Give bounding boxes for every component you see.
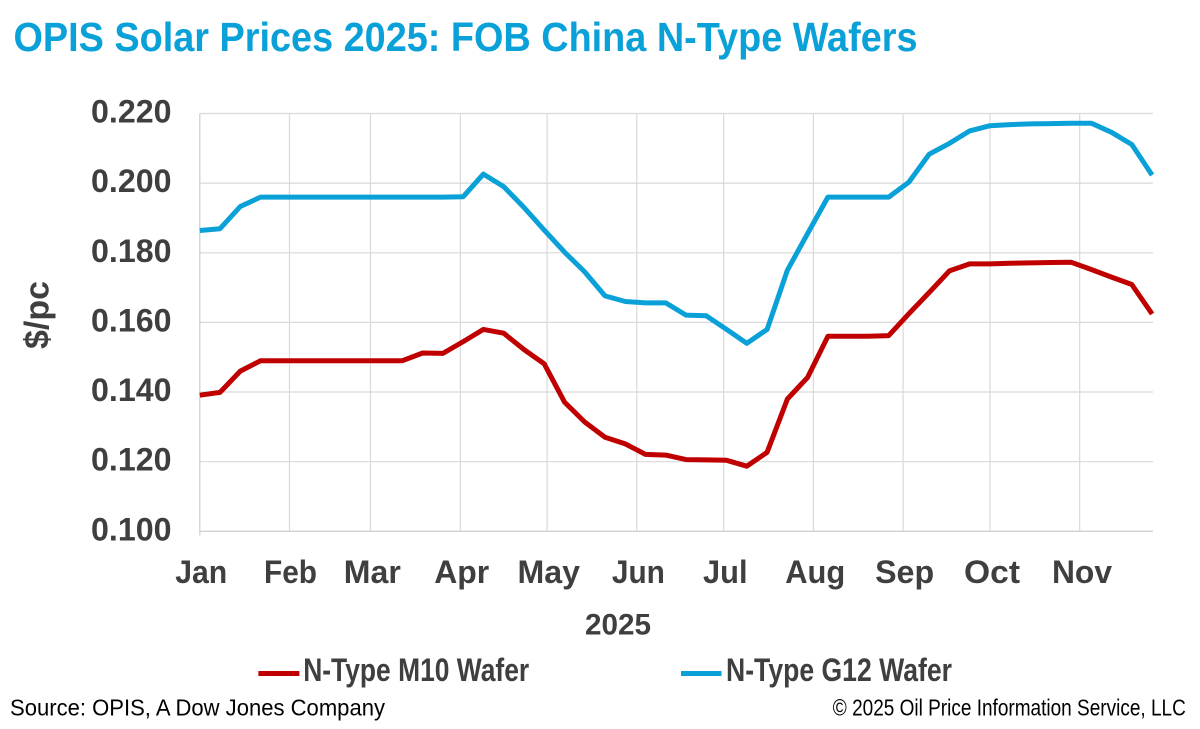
svg-text:N-Type G12 Wafer: N-Type G12 Wafer	[726, 652, 952, 688]
svg-text:N-Type M10 Wafer: N-Type M10 Wafer	[303, 652, 529, 688]
svg-text:Apr: Apr	[434, 554, 489, 590]
svg-text:Jun: Jun	[612, 554, 665, 590]
svg-text:0.220: 0.220	[91, 94, 172, 130]
svg-text:Sep: Sep	[875, 554, 934, 590]
svg-text:OPIS Solar Prices 2025: FOB Ch: OPIS Solar Prices 2025: FOB China N-Type…	[14, 14, 918, 60]
svg-text:Jan: Jan	[175, 554, 227, 590]
svg-text:Jul: Jul	[703, 554, 748, 590]
svg-text:Feb: Feb	[264, 554, 317, 590]
svg-text:2025: 2025	[585, 609, 651, 642]
svg-text:Mar: Mar	[344, 554, 401, 590]
svg-text:$/pc: $/pc	[19, 281, 57, 349]
svg-text:© 2025 Oil Price Information S: © 2025 Oil Price Information Service, LL…	[833, 695, 1186, 721]
svg-text:Oct: Oct	[964, 554, 1020, 590]
svg-text:Source: OPIS, A Dow Jones Comp: Source: OPIS, A Dow Jones Company	[10, 694, 385, 720]
svg-text:0.100: 0.100	[91, 511, 172, 547]
svg-text:0.200: 0.200	[91, 163, 172, 199]
svg-text:0.160: 0.160	[91, 302, 172, 338]
svg-text:0.140: 0.140	[91, 372, 172, 408]
svg-text:Aug: Aug	[785, 554, 845, 590]
svg-text:0.180: 0.180	[91, 233, 172, 269]
svg-text:May: May	[518, 554, 581, 590]
svg-text:0.120: 0.120	[91, 442, 172, 478]
svg-text:Nov: Nov	[1052, 554, 1112, 590]
